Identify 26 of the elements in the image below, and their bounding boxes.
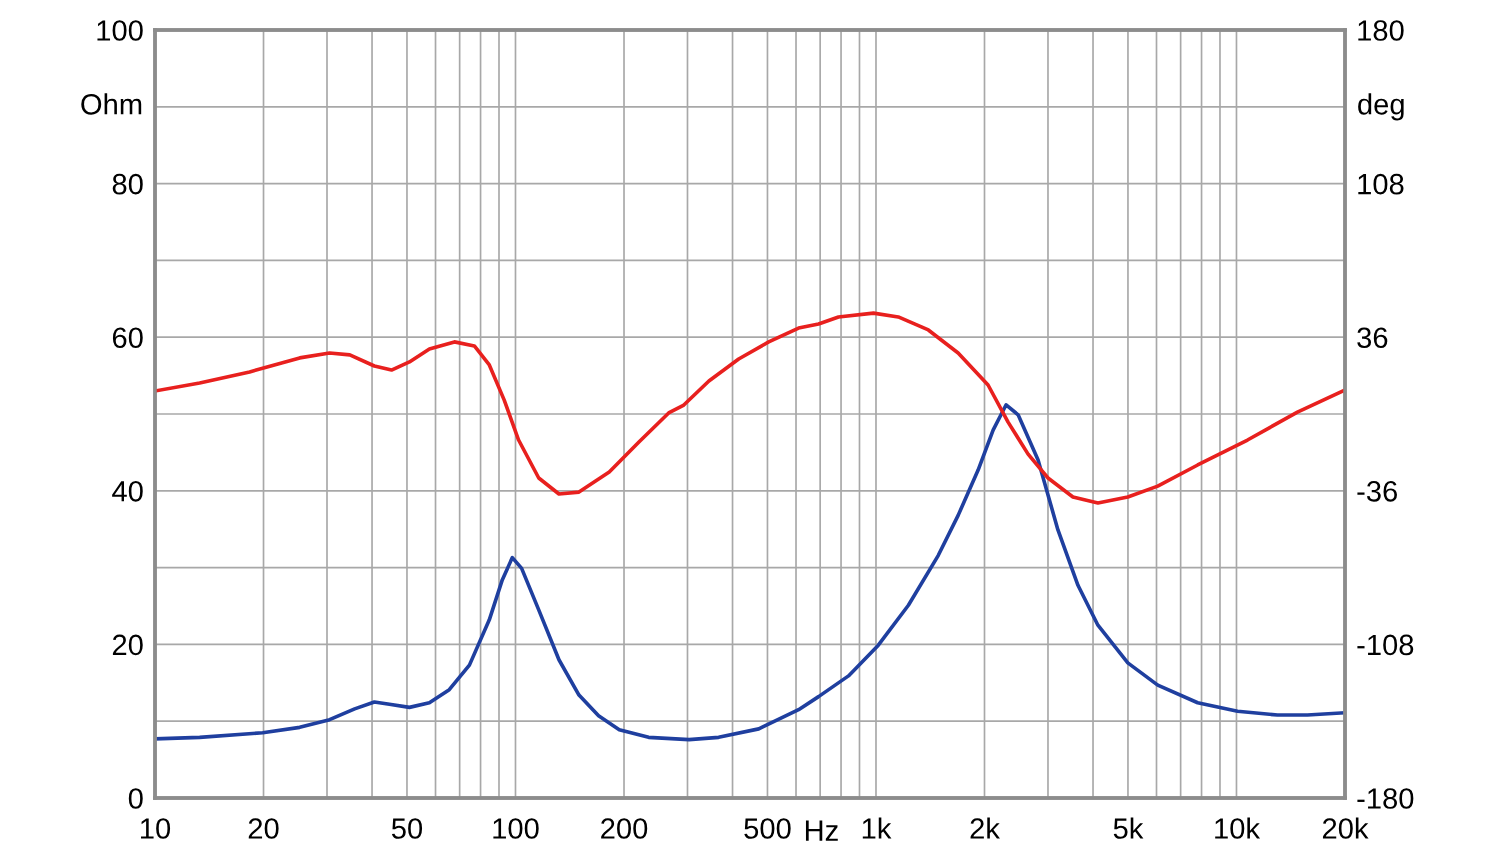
- x-tick-label: 10: [141, 818, 171, 839]
- y-tick-label: 60: [112, 327, 143, 349]
- y2-tick-label: 108: [1358, 173, 1404, 195]
- y-tick-label: 100: [97, 20, 143, 41]
- y2-tick-label: -108: [1357, 634, 1414, 656]
- y-tick-label: 80: [112, 173, 143, 195]
- x-tick-label: 100: [493, 818, 539, 839]
- y2-tick-label: -180: [1357, 788, 1414, 809]
- x-tick-label: 50: [391, 818, 423, 839]
- y2-tick-label: 180: [1358, 20, 1404, 41]
- x-axis-title: Hz: [805, 820, 838, 841]
- x-tick-label: 5k: [1113, 817, 1144, 839]
- y2-tick-label: 36: [1357, 327, 1388, 349]
- x-tick-label: 10k: [1215, 817, 1261, 839]
- x-tick-label: 20k: [1322, 817, 1369, 839]
- y-axis-title: Ohm: [81, 93, 142, 115]
- y2-axis-title: deg: [1358, 93, 1404, 121]
- x-tick-label: 200: [601, 818, 648, 839]
- y-tick-label: 0: [128, 788, 143, 809]
- y-tick-label: 20: [112, 634, 143, 656]
- y2-tick-label: -36: [1357, 481, 1397, 502]
- x-tick-label: 2k: [970, 817, 1000, 839]
- y-tick-label: 40: [112, 481, 143, 502]
- x-tick-label: 1k: [862, 817, 892, 839]
- x-tick-label: 20: [248, 818, 279, 839]
- x-tick-label: 500: [744, 818, 791, 839]
